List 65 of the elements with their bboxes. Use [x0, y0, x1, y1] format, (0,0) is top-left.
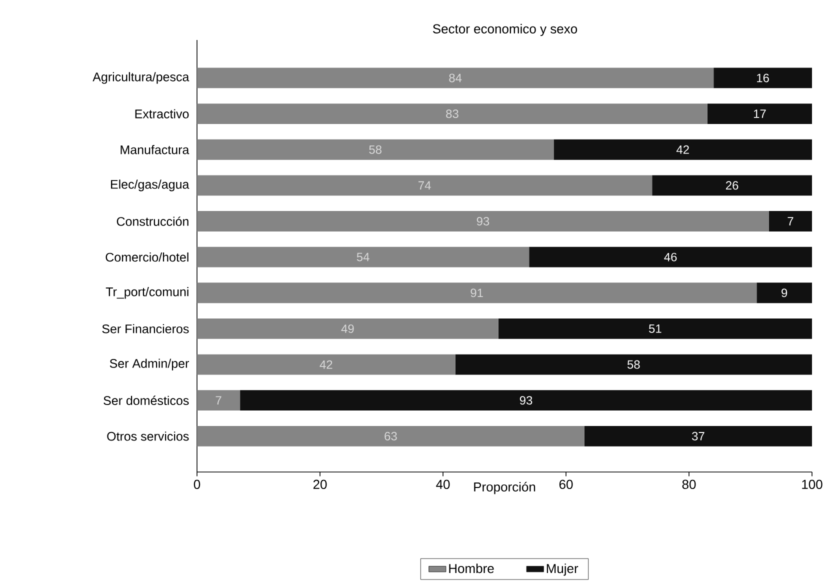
bar [197, 104, 708, 124]
data-label: 54 [356, 252, 370, 262]
data-label: 93 [520, 396, 532, 405]
data-label: 26 [726, 181, 738, 190]
y-tick-label: Manufactura [120, 145, 190, 154]
bar [707, 104, 812, 124]
bar [652, 175, 812, 196]
bar [714, 68, 812, 88]
legend-label: Mujer [546, 564, 578, 576]
x-axis-title: Proporción [474, 482, 536, 494]
bar [584, 426, 812, 446]
bar [240, 390, 812, 411]
y-tick-label: Comercio/hotel [106, 252, 188, 262]
data-label: 7 [788, 217, 794, 226]
bar [529, 246, 812, 268]
data-label: 37 [692, 432, 704, 440]
x-tick-label: 0 [194, 480, 200, 489]
y-tick-label: Agricultura/pesca [92, 72, 190, 84]
x-tick-label: 100 [802, 480, 822, 489]
bar [498, 318, 812, 339]
data-label: 91 [470, 288, 483, 298]
bar [197, 68, 714, 88]
x-tick-label: 80 [682, 480, 696, 489]
x-tick-label: 40 [436, 480, 450, 489]
bar [197, 318, 498, 339]
bar [197, 211, 769, 232]
bar [756, 282, 812, 304]
legend-label: Hombre [449, 564, 494, 574]
data-label: 83 [446, 110, 458, 118]
data-label: 9 [782, 288, 788, 298]
bar [197, 426, 584, 446]
data-label: 46 [664, 252, 677, 262]
x-tick-label: 20 [313, 480, 327, 489]
data-label: 42 [676, 145, 689, 154]
data-label: 84 [449, 74, 462, 82]
bar [768, 211, 812, 232]
y-tick-label: Elec/gas/agua [111, 180, 190, 192]
y-tick-label: Ser Financieros [102, 324, 189, 334]
data-label: 49 [341, 324, 354, 333]
bar [455, 354, 812, 375]
data-label: 58 [369, 145, 382, 154]
bar [197, 139, 554, 160]
y-tick-label: Tr_port/comuni [106, 287, 188, 299]
bar [197, 282, 757, 304]
data-label: 7 [216, 396, 222, 404]
chart-title: Sector economico y sexo [432, 24, 578, 36]
y-tick-label: Extractivo [135, 109, 189, 118]
bar [197, 354, 456, 375]
data-label: 93 [476, 217, 490, 226]
y-tick-label: Otros servicios [107, 432, 189, 441]
bar [554, 139, 812, 160]
bar [197, 175, 652, 196]
data-label: 17 [754, 110, 766, 118]
bar [197, 246, 530, 268]
y-tick-label: Ser domésticos [104, 396, 189, 406]
data-label: 74 [418, 181, 431, 190]
data-label: 58 [627, 360, 640, 369]
data-label: 42 [320, 360, 332, 369]
x-tick-label: 60 [559, 480, 573, 489]
data-label: 63 [384, 432, 397, 440]
data-label: 16 [757, 74, 769, 82]
y-tick-label: Ser Admin/per [110, 358, 189, 370]
y-tick-label: Construcción [116, 216, 188, 226]
data-label: 51 [648, 324, 662, 333]
bar [197, 390, 240, 411]
